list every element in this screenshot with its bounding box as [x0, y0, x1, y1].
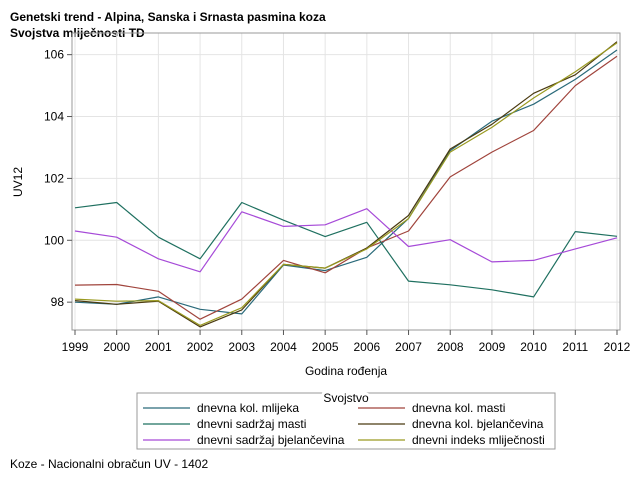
chart-title: Genetski trend - Alpina, Sanska i Srnast… — [10, 10, 326, 24]
x-tick-label: 2004 — [270, 340, 297, 354]
legend-item-label: dnevni sadržaj bjelančevina — [197, 433, 345, 447]
series-line-6 — [74, 42, 618, 326]
legend-item-label: dnevni indeks mliječnosti — [412, 433, 545, 447]
plot-frame — [71, 32, 621, 331]
x-tick-label: 2010 — [520, 340, 547, 354]
legend-item-label: dnevna kol. bjelančevina — [412, 417, 544, 431]
footnote: Koze - Nacionalni obračun UV - 1402 — [10, 457, 209, 471]
legend-item-label: dnevni sadržaj masti — [197, 417, 306, 431]
series-lines — [74, 41, 618, 328]
x-tick-label: 2003 — [228, 340, 255, 354]
x-tick-label: 2001 — [145, 340, 172, 354]
gridlines — [72, 33, 620, 330]
x-tick-label: 2012 — [604, 340, 631, 354]
x-axis-title: Godina rođenja — [305, 364, 387, 378]
y-axis-title: UV12 — [11, 167, 25, 197]
y-tick-label: 106 — [44, 48, 64, 62]
legend-item-label: dnevna kol. masti — [412, 401, 505, 415]
legend-title: Svojstvo — [323, 391, 369, 405]
x-tick-label: 2008 — [437, 340, 464, 354]
series-line-2 — [74, 55, 618, 320]
legend: Svojstvo dnevna kol. mlijeka dnevna kol. … — [136, 388, 556, 450]
y-tick-label: 104 — [44, 110, 64, 124]
x-tick-label: 2005 — [312, 340, 339, 354]
series-line-5 — [74, 208, 618, 273]
series-line-3 — [74, 201, 618, 298]
x-tick-label: 2006 — [353, 340, 380, 354]
series-line-4 — [74, 41, 618, 328]
x-tick-label: 2007 — [395, 340, 422, 354]
x-tick-label: 2009 — [479, 340, 506, 354]
x-tick-label: 1999 — [62, 340, 89, 354]
legend-frame — [136, 392, 556, 450]
y-tick-label: 102 — [44, 171, 64, 185]
x-tick-label: 2002 — [187, 340, 214, 354]
x-tick-label: 2000 — [103, 340, 130, 354]
series-line-1 — [74, 49, 618, 315]
y-axis: 98 100 102 104 106 — [44, 48, 72, 309]
y-tick-label: 100 — [44, 233, 64, 247]
x-tick-label: 2011 — [562, 340, 588, 354]
legend-item-label: dnevna kol. mlijeka — [197, 401, 299, 415]
x-axis: 1999 2000 2001 2002 2003 2004 2005 2006 2007 2008… — [62, 330, 631, 354]
y-tick-label: 98 — [51, 295, 65, 309]
